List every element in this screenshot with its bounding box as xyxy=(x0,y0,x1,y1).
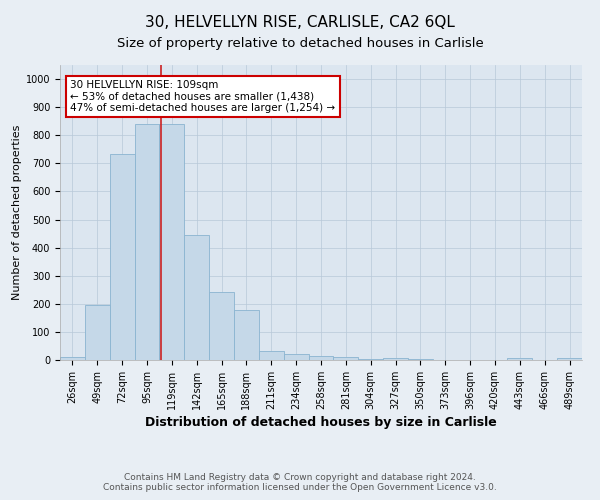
Bar xyxy=(60,356,85,360)
Y-axis label: Number of detached properties: Number of detached properties xyxy=(11,125,22,300)
Text: 30 HELVELLYN RISE: 109sqm
← 53% of detached houses are smaller (1,438)
47% of se: 30 HELVELLYN RISE: 109sqm ← 53% of detac… xyxy=(70,80,335,113)
Bar xyxy=(234,310,259,360)
Bar xyxy=(134,124,160,360)
Bar xyxy=(383,358,408,360)
Bar xyxy=(184,235,209,360)
Text: Contains HM Land Registry data © Crown copyright and database right 2024.
Contai: Contains HM Land Registry data © Crown c… xyxy=(103,473,497,492)
Bar xyxy=(308,356,334,360)
Bar xyxy=(358,358,383,360)
X-axis label: Distribution of detached houses by size in Carlisle: Distribution of detached houses by size … xyxy=(145,416,497,429)
Bar xyxy=(110,154,134,360)
Bar xyxy=(508,358,532,360)
Text: 30, HELVELLYN RISE, CARLISLE, CA2 6QL: 30, HELVELLYN RISE, CARLISLE, CA2 6QL xyxy=(145,15,455,30)
Bar xyxy=(160,124,184,360)
Bar xyxy=(334,357,358,360)
Bar xyxy=(408,358,433,360)
Bar xyxy=(557,358,582,360)
Bar xyxy=(284,354,308,360)
Bar xyxy=(209,292,234,360)
Bar xyxy=(259,350,284,360)
Bar xyxy=(85,305,110,360)
Text: Size of property relative to detached houses in Carlisle: Size of property relative to detached ho… xyxy=(116,38,484,51)
